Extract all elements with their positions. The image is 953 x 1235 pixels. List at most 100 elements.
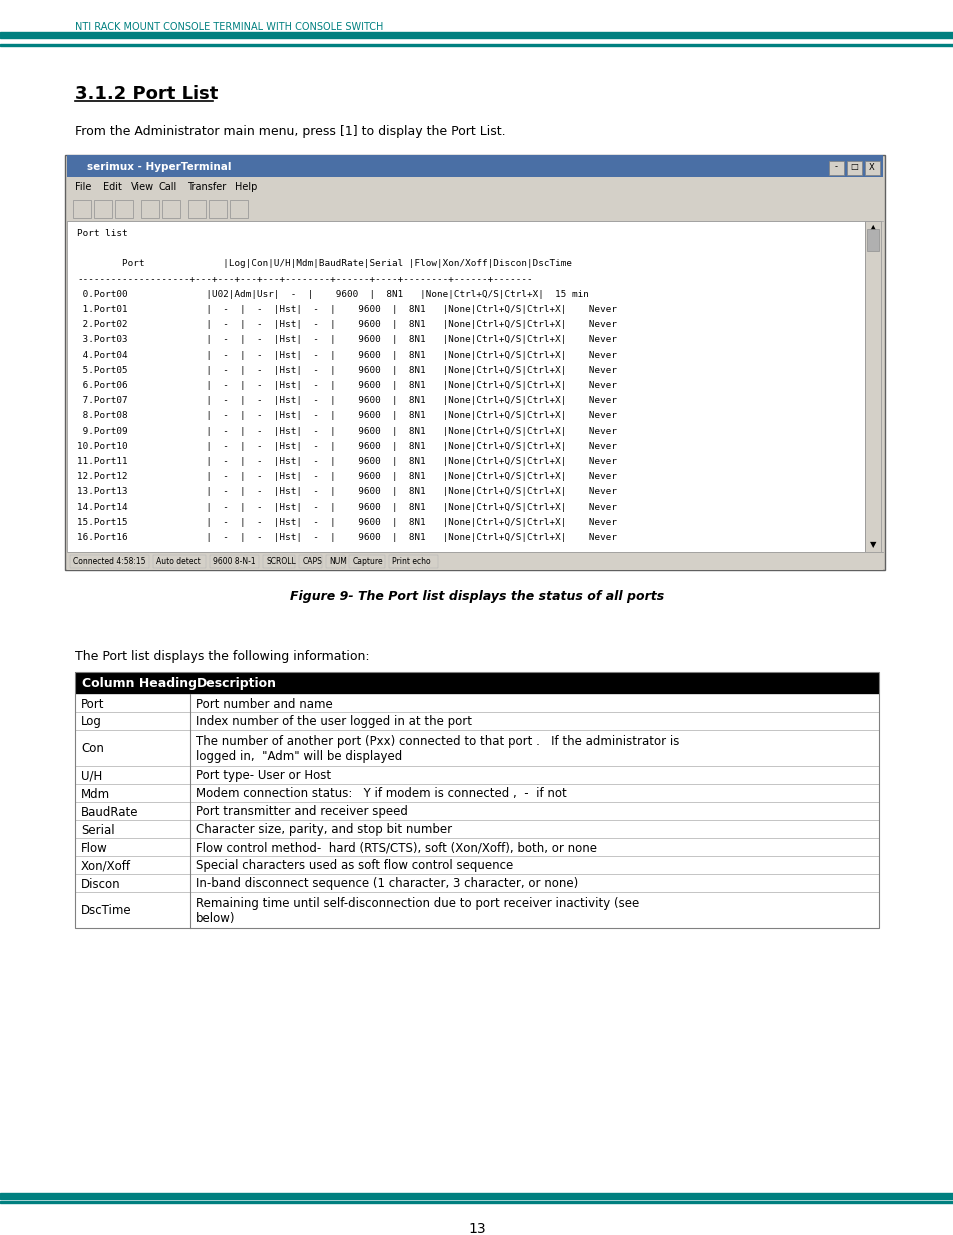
Text: Character size, parity, and stop bit number: Character size, parity, and stop bit num… — [195, 824, 452, 836]
Bar — [75, 856, 878, 874]
Text: -: - — [834, 163, 837, 172]
Text: serimux - HyperTerminal: serimux - HyperTerminal — [87, 162, 232, 172]
Text: Transfer: Transfer — [187, 182, 226, 191]
Text: Call: Call — [159, 182, 177, 191]
Text: Con: Con — [81, 742, 104, 756]
Text: From the Administrator main menu, press [1] to display the Port List.: From the Administrator main menu, press … — [75, 125, 505, 138]
Text: Port list: Port list — [77, 228, 128, 238]
Text: 13.Port13              |  -  |  -  |Hst|  -  |    9600  |  8N1   |None|Ctrl+Q/S|: 13.Port13 | - | - |Hst| - | 9600 | 8N1 |… — [77, 488, 617, 496]
Bar — [75, 766, 878, 784]
Text: X: X — [868, 163, 874, 172]
Bar — [0, 1193, 953, 1199]
Text: below): below) — [195, 911, 235, 925]
Bar — [75, 784, 878, 802]
Bar — [828, 161, 843, 175]
Text: CAPS: CAPS — [302, 557, 322, 567]
Text: Modem connection status:   Y if modem is connected ,  -  if not: Modem connection status: Y if modem is c… — [195, 788, 566, 800]
Bar — [94, 200, 112, 219]
Bar — [75, 820, 878, 839]
Bar — [75, 672, 878, 927]
Text: 8.Port08              |  -  |  -  |Hst|  -  |    9600  |  8N1   |None|Ctrl+Q/S|C: 8.Port08 | - | - |Hst| - | 9600 | 8N1 |N… — [77, 411, 617, 420]
Bar — [75, 892, 878, 927]
Bar — [73, 200, 91, 219]
Text: 7.Port07              |  -  |  -  |Hst|  -  |    9600  |  8N1   |None|Ctrl+Q/S|C: 7.Port07 | - | - |Hst| - | 9600 | 8N1 |N… — [77, 396, 617, 405]
Text: 9600 8-N-1: 9600 8-N-1 — [213, 557, 255, 567]
Text: View: View — [131, 182, 154, 191]
Bar — [75, 856, 878, 874]
Text: BaudRate: BaudRate — [81, 805, 138, 819]
Text: 12.Port12              |  -  |  -  |Hst|  -  |    9600  |  8N1   |None|Ctrl+Q/S|: 12.Port12 | - | - |Hst| - | 9600 | 8N1 |… — [77, 472, 617, 482]
Text: ▼: ▼ — [869, 541, 876, 550]
Bar — [349, 555, 385, 568]
Bar — [70, 555, 149, 568]
Text: The Port list displays the following information:: The Port list displays the following inf… — [75, 650, 369, 663]
Bar — [188, 200, 206, 219]
Text: 5.Port05              |  -  |  -  |Hst|  -  |    9600  |  8N1   |None|Ctrl+Q/S|C: 5.Port05 | - | - |Hst| - | 9600 | 8N1 |N… — [77, 366, 617, 374]
Bar — [389, 555, 438, 568]
Text: Port              |Log|Con|U/H|Mdm|BaudRate|Serial |Flow|Xon/Xoff|Discon|DscTime: Port |Log|Con|U/H|Mdm|BaudRate|Serial |F… — [77, 259, 572, 268]
Text: logged in,  "Adm" will be displayed: logged in, "Adm" will be displayed — [195, 750, 402, 763]
Bar — [326, 555, 345, 568]
Text: DscTime: DscTime — [81, 904, 132, 918]
Text: Capture: Capture — [352, 557, 382, 567]
Text: --------------------+---+---+---+---+--------+------+----+--------+------+------: --------------------+---+---+---+---+---… — [77, 274, 532, 284]
Text: 9.Port09              |  -  |  -  |Hst|  -  |    9600  |  8N1   |None|Ctrl+Q/S|C: 9.Port09 | - | - |Hst| - | 9600 | 8N1 |N… — [77, 426, 617, 436]
Text: Auto detect: Auto detect — [156, 557, 201, 567]
Text: Port number and name: Port number and name — [195, 698, 333, 710]
Bar — [141, 200, 159, 219]
Text: 11.Port11              |  -  |  -  |Hst|  -  |    9600  |  8N1   |None|Ctrl+Q/S|: 11.Port11 | - | - |Hst| - | 9600 | 8N1 |… — [77, 457, 617, 466]
Text: Special characters used as soft flow control sequence: Special characters used as soft flow con… — [195, 860, 513, 872]
Bar — [75, 672, 878, 694]
Text: In-band disconnect sequence (1 character, 3 character, or none): In-band disconnect sequence (1 character… — [195, 878, 578, 890]
Text: File: File — [75, 182, 91, 191]
Bar — [864, 161, 879, 175]
Bar — [0, 32, 953, 38]
Bar — [67, 221, 864, 552]
Bar — [75, 766, 878, 784]
Text: SCROLL: SCROLL — [266, 557, 295, 567]
Text: 3.1.2 Port List: 3.1.2 Port List — [75, 85, 218, 103]
Text: Remaining time until self-disconnection due to port receiver inactivity (see: Remaining time until self-disconnection … — [195, 897, 639, 910]
Bar — [115, 200, 132, 219]
Text: 13: 13 — [468, 1221, 485, 1235]
Text: The number of another port (Pxx) connected to that port .   If the administrator: The number of another port (Pxx) connect… — [195, 735, 679, 748]
Text: Print echo: Print echo — [392, 557, 431, 567]
Text: Help: Help — [234, 182, 257, 191]
Text: 4.Port04              |  -  |  -  |Hst|  -  |    9600  |  8N1   |None|Ctrl+Q/S|C: 4.Port04 | - | - |Hst| - | 9600 | 8N1 |N… — [77, 351, 617, 359]
Text: 2.Port02              |  -  |  -  |Hst|  -  |    9600  |  8N1   |None|Ctrl+Q/S|C: 2.Port02 | - | - |Hst| - | 9600 | 8N1 |N… — [77, 320, 617, 330]
Bar — [162, 200, 180, 219]
Bar — [75, 713, 878, 730]
Text: Port: Port — [81, 698, 105, 710]
Text: U/H: U/H — [81, 769, 102, 783]
Bar — [864, 221, 880, 552]
Text: Index number of the user logged in at the port: Index number of the user logged in at th… — [195, 715, 472, 729]
Bar — [75, 802, 878, 820]
Bar — [75, 874, 878, 892]
Text: Discon: Discon — [81, 878, 120, 890]
Bar — [75, 839, 878, 856]
Text: 0.Port00              |U02|Adm|Usr|  -  |    9600  |  8N1   |None|Ctrl+Q/S|Ctrl+: 0.Port00 |U02|Adm|Usr| - | 9600 | 8N1 |N… — [77, 290, 588, 299]
Bar — [209, 200, 227, 219]
Bar — [0, 1200, 953, 1203]
Text: Port transmitter and receiver speed: Port transmitter and receiver speed — [195, 805, 408, 819]
Text: Connected 4:58:15: Connected 4:58:15 — [73, 557, 146, 567]
Text: 10.Port10              |  -  |  -  |Hst|  -  |    9600  |  8N1   |None|Ctrl+Q/S|: 10.Port10 | - | - |Hst| - | 9600 | 8N1 |… — [77, 442, 617, 451]
Bar — [211, 555, 259, 568]
Bar — [67, 177, 882, 195]
Bar — [299, 555, 322, 568]
Bar — [75, 892, 878, 927]
Text: 14.Port14              |  -  |  -  |Hst|  -  |    9600  |  8N1   |None|Ctrl+Q/S|: 14.Port14 | - | - |Hst| - | 9600 | 8N1 |… — [77, 503, 617, 511]
Bar — [0, 44, 953, 46]
Text: Description: Description — [196, 678, 276, 690]
Text: Flow control method-  hard (RTS/CTS), soft (Xon/Xoff), both, or none: Flow control method- hard (RTS/CTS), sof… — [195, 841, 597, 855]
Text: 1.Port01              |  -  |  -  |Hst|  -  |    9600  |  8N1   |None|Ctrl+Q/S|C: 1.Port01 | - | - |Hst| - | 9600 | 8N1 |N… — [77, 305, 617, 314]
Text: Flow: Flow — [81, 841, 108, 855]
Text: Figure 9- The Port list displays the status of all ports: Figure 9- The Port list displays the sta… — [290, 590, 663, 603]
Text: ▲: ▲ — [869, 224, 876, 232]
Bar — [75, 713, 878, 730]
Text: 16.Port16              |  -  |  -  |Hst|  -  |    9600  |  8N1   |None|Ctrl+Q/S|: 16.Port16 | - | - |Hst| - | 9600 | 8N1 |… — [77, 534, 617, 542]
Text: Serial: Serial — [81, 824, 114, 836]
Bar — [263, 555, 294, 568]
Bar — [67, 195, 882, 221]
Bar — [866, 228, 878, 251]
